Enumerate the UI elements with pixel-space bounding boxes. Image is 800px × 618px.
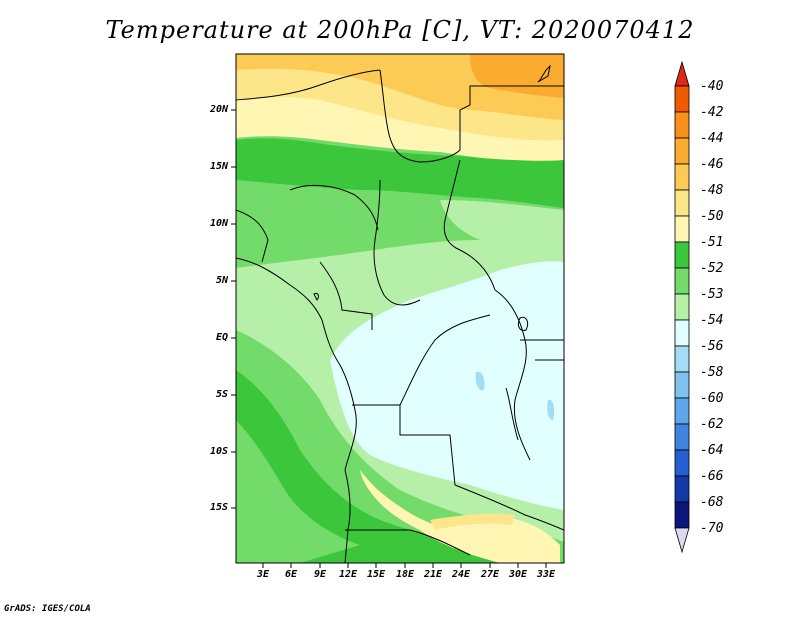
colorbar-label: -51 <box>700 235 724 250</box>
map-frame <box>235 53 565 564</box>
contour-band-58-a <box>475 371 485 391</box>
colorbar-segment <box>674 163 690 191</box>
colorbar-label: -46 <box>700 157 724 172</box>
temperature-field <box>236 54 564 563</box>
colorbar-label: -66 <box>700 469 724 484</box>
lon-label-6e: 6E <box>284 569 298 580</box>
colorbar-label: -50 <box>700 209 724 224</box>
colorbar-segment <box>674 501 690 529</box>
contour-band-52-north <box>236 138 564 208</box>
colorbar-bottom-arrow <box>674 527 690 554</box>
colorbar-segment <box>674 241 690 269</box>
axis-ticks <box>231 109 547 568</box>
colorbar-segment <box>674 449 690 477</box>
lat-label-5n: 5N <box>215 275 228 286</box>
colorbar-segment <box>674 111 690 139</box>
colorbar-label: -62 <box>700 417 724 432</box>
contour-band-56 <box>330 261 564 510</box>
colorbar-label: -48 <box>700 183 724 198</box>
contour-band-53-coast <box>236 420 360 563</box>
lat-label-5s: 5S <box>215 389 228 400</box>
lat-label-10s: 10S <box>209 446 228 457</box>
lon-label-27e: 27E <box>480 569 500 580</box>
colorbar-label: -42 <box>700 105 724 120</box>
colorbar-segment <box>674 423 690 451</box>
colorbar-segment <box>674 293 690 321</box>
colorbar <box>674 60 690 554</box>
contour-band-50-south <box>430 513 515 530</box>
colorbar-label: -44 <box>700 131 724 146</box>
contour-band-52-south <box>236 370 540 563</box>
colorbar-label: -56 <box>700 339 724 354</box>
colorbar-label: -40 <box>700 79 724 94</box>
colorbar-segment <box>674 397 690 425</box>
colorbar-label: -60 <box>700 391 724 406</box>
country-borders <box>236 64 564 563</box>
colorbar-label: -64 <box>700 443 724 458</box>
lon-label-18e: 18E <box>395 569 415 580</box>
colorbar-top-arrow <box>674 60 690 87</box>
colorbar-label: -58 <box>700 365 724 380</box>
colorbar-label: -52 <box>700 261 724 276</box>
contour-band-46 <box>470 54 564 98</box>
lon-label-9e: 9E <box>313 569 327 580</box>
lon-label-30e: 30E <box>508 569 528 580</box>
lon-label-21e: 21E <box>423 569 443 580</box>
colorbar-segment <box>674 319 690 347</box>
lat-label-10n: 10N <box>209 218 228 229</box>
lon-label-3e: 3E <box>256 569 270 580</box>
credit-text: GrADS: IGES/COLA <box>4 604 91 614</box>
lat-label-15n: 15N <box>209 161 228 172</box>
colorbar-label: -54 <box>700 313 724 328</box>
colorbar-segment <box>674 189 690 217</box>
colorbar-segment <box>674 85 690 113</box>
lon-label-15e: 15E <box>366 569 386 580</box>
colorbar-segment <box>674 371 690 399</box>
contour-band-58-b <box>547 399 555 420</box>
lat-label-eq: EQ <box>215 332 228 343</box>
colorbar-segment <box>674 475 690 503</box>
contour-band-51-south-b <box>420 517 560 563</box>
colorbar-label: -70 <box>700 521 724 536</box>
colorbar-label: -53 <box>700 287 724 302</box>
colorbar-segment <box>674 215 690 243</box>
map-title: Temperature at 200hPa [C], VT: 202007041… <box>105 16 695 44</box>
lon-label-33e: 33E <box>536 569 556 580</box>
colorbar-label: -68 <box>700 495 724 510</box>
colorbar-segment <box>674 345 690 373</box>
lat-label-15s: 15S <box>209 502 228 513</box>
colorbar-segment <box>674 137 690 165</box>
colorbar-segment <box>674 267 690 295</box>
lat-label-20n: 20N <box>209 104 228 115</box>
lon-label-24e: 24E <box>451 569 471 580</box>
contour-band-54-east <box>440 200 564 262</box>
lon-label-12e: 12E <box>338 569 358 580</box>
